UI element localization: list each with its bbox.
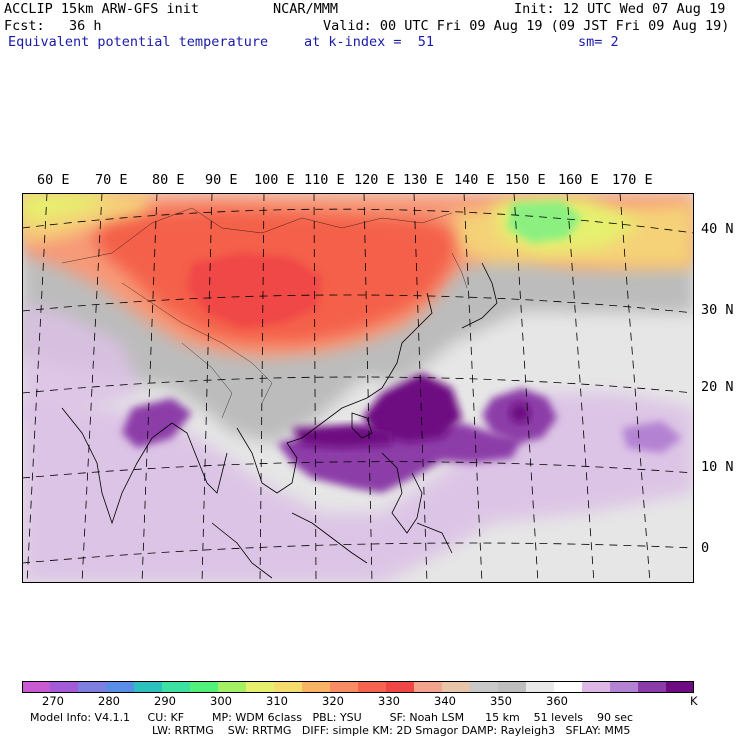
colorbar-tick-label: 360: [546, 694, 568, 708]
model-info-line2: LW: RRTMG SW: RRTMG DIFF: simple KM: 2D …: [152, 724, 631, 737]
colorbar-swatch: [610, 681, 639, 693]
lat-label: 20 N: [701, 379, 734, 395]
colorbar-swatch: [330, 681, 359, 693]
colorbar-swatch: [190, 681, 219, 693]
colorbar-swatch: [554, 681, 583, 693]
colorbar-swatch: [358, 681, 387, 693]
colorbar-tick-label: 340: [434, 694, 456, 708]
smoothing-label: sm= 2: [578, 34, 619, 50]
colorbar-tick-label: 330: [378, 694, 400, 708]
colorbar-swatch: [638, 681, 667, 693]
colorbar-swatch: [162, 681, 191, 693]
colorbar-swatch: [50, 681, 79, 693]
lon-label: 160 E: [558, 172, 599, 188]
colorbar-swatch: [134, 681, 163, 693]
colorbar: [22, 681, 694, 693]
lon-label: 70 E: [95, 172, 128, 188]
colorbar-swatch: [218, 681, 247, 693]
model-info-line1: Model Info: V4.1.1 CU: KF MP: WDM 6class…: [30, 711, 634, 724]
lat-label: 30 N: [701, 302, 734, 318]
colorbar-swatch: [470, 681, 499, 693]
colorbar-border: [22, 681, 694, 693]
colorbar-swatch: [442, 681, 471, 693]
model-title: ACCLIP 15km ARW-GFS init: [4, 1, 200, 17]
colorbar-swatch: [274, 681, 303, 693]
colorbar-swatch: [106, 681, 135, 693]
colorbar-swatch: [246, 681, 275, 693]
colorbar-swatch: [498, 681, 527, 693]
colorbar-swatch: [78, 681, 107, 693]
colorbar-tick-label: 280: [98, 694, 120, 708]
init-time: Init: 12 UTC Wed 07 Aug 19: [514, 1, 726, 17]
colorbar-unit: K: [690, 694, 698, 708]
lon-label: 170 E: [612, 172, 653, 188]
k-index-label: at k-index = 51: [304, 34, 435, 50]
valid-time: Valid: 00 UTC Fri 09 Aug 19 (09 JST Fri …: [323, 18, 730, 34]
lat-label: 40 N: [701, 221, 734, 237]
colorbar-swatch: [414, 681, 443, 693]
colorbar-tick-label: 290: [154, 694, 176, 708]
colorbar-swatch: [526, 681, 555, 693]
lon-label: 130 E: [403, 172, 444, 188]
lon-label: 60 E: [37, 172, 70, 188]
institution-label: NCAR/MMM: [273, 1, 339, 17]
colorbar-tick-label: 310: [266, 694, 288, 708]
colorbar-tick-label: 350: [490, 694, 512, 708]
colorbar-swatch: [302, 681, 331, 693]
lon-label: 90 E: [205, 172, 238, 188]
borders: [61, 207, 468, 419]
lon-label: 100 E: [254, 172, 295, 188]
colorbar-tick-label: 320: [322, 694, 344, 708]
lon-label: 150 E: [505, 172, 546, 188]
monsoon-trough: [122, 398, 192, 448]
forecast-hour: Fcst: 36 h: [4, 18, 102, 34]
lon-label: 140 E: [454, 172, 495, 188]
colorbar-swatch: [666, 681, 694, 693]
lon-label: 110 E: [304, 172, 345, 188]
colorbar-tick-label: 270: [42, 694, 64, 708]
colorbar-swatch: [22, 681, 51, 693]
lat-label: 0: [701, 540, 710, 556]
lat-label: 10 N: [701, 459, 734, 475]
equivalent-potential-temperature-map: [22, 193, 694, 583]
colorbar-tick-label: 300: [210, 694, 232, 708]
lon-label: 80 E: [152, 172, 185, 188]
colorbar-swatch: [386, 681, 415, 693]
graticule: [22, 193, 694, 583]
colorbar-swatch: [582, 681, 611, 693]
field-name: Equivalent potential temperature: [8, 34, 269, 50]
lon-label: 120 E: [354, 172, 395, 188]
